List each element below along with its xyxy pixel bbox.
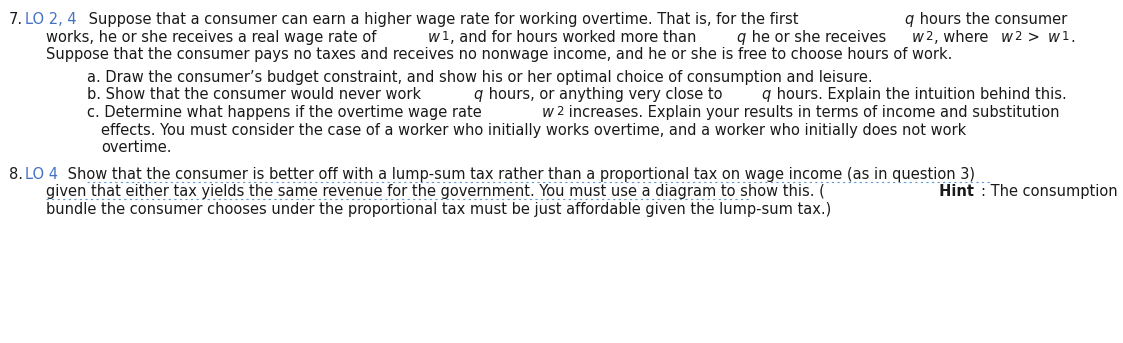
Text: q: q — [761, 87, 770, 103]
Text: LO 4: LO 4 — [25, 166, 58, 181]
Text: overtime.: overtime. — [101, 140, 172, 155]
Text: The consumption: The consumption — [986, 184, 1117, 199]
Text: c. Determine what happens if the overtime wage rate: c. Determine what happens if the overtim… — [86, 105, 486, 120]
Text: , where: , where — [933, 29, 993, 45]
Text: hours. Explain the intuition behind this.: hours. Explain the intuition behind this… — [772, 87, 1066, 103]
Text: increases. Explain your results in terms of income and substitution: increases. Explain your results in terms… — [565, 105, 1060, 120]
Text: LO 2, 4: LO 2, 4 — [25, 12, 76, 27]
Text: 8.: 8. — [9, 166, 24, 181]
Text: Suppose that a consumer can earn a higher wage rate for working overtime. That i: Suppose that a consumer can earn a highe… — [84, 12, 803, 27]
Text: 2: 2 — [1014, 29, 1022, 43]
Text: Suppose that the consumer pays no taxes and receives no nonwage income, and he o: Suppose that the consumer pays no taxes … — [46, 47, 952, 62]
Text: 7.: 7. — [9, 12, 24, 27]
Text: w: w — [542, 105, 555, 120]
Text: 2: 2 — [925, 29, 932, 43]
Text: bundle the consumer chooses under the proportional tax must be just affordable g: bundle the consumer chooses under the pr… — [46, 202, 831, 217]
Text: 1: 1 — [441, 29, 449, 43]
Text: a. Draw the consumer’s budget constraint, and show his or her optimal choice of : a. Draw the consumer’s budget constraint… — [86, 70, 873, 85]
Text: w: w — [1048, 29, 1060, 45]
Text: effects. You must consider the case of a worker who initially works overtime, an: effects. You must consider the case of a… — [101, 122, 967, 138]
Text: >: > — [1023, 29, 1044, 45]
Text: w: w — [1001, 29, 1013, 45]
Text: 2: 2 — [556, 105, 564, 118]
Text: :: : — [980, 184, 985, 199]
Text: w: w — [912, 29, 923, 45]
Text: given that either tax yields the same revenue for the government. You must use a: given that either tax yields the same re… — [46, 184, 824, 199]
Text: .: . — [1070, 29, 1075, 45]
Text: b. Show that the consumer would never work: b. Show that the consumer would never wo… — [86, 87, 426, 103]
Text: w: w — [428, 29, 440, 45]
Text: q: q — [737, 29, 746, 45]
Text: hours the consumer: hours the consumer — [915, 12, 1067, 27]
Text: hours, or anything very close to: hours, or anything very close to — [484, 87, 727, 103]
Text: Hint: Hint — [934, 184, 975, 199]
Text: q: q — [473, 87, 482, 103]
Text: Show that the consumer is better off with a lump-sum tax rather than a proportio: Show that the consumer is better off wit… — [63, 166, 975, 181]
Text: works, he or she receives a real wage rate of: works, he or she receives a real wage ra… — [46, 29, 381, 45]
Text: , and for hours worked more than: , and for hours worked more than — [450, 29, 701, 45]
Text: he or she receives: he or she receives — [747, 29, 892, 45]
Text: q: q — [905, 12, 914, 27]
Text: 1: 1 — [1061, 29, 1069, 43]
